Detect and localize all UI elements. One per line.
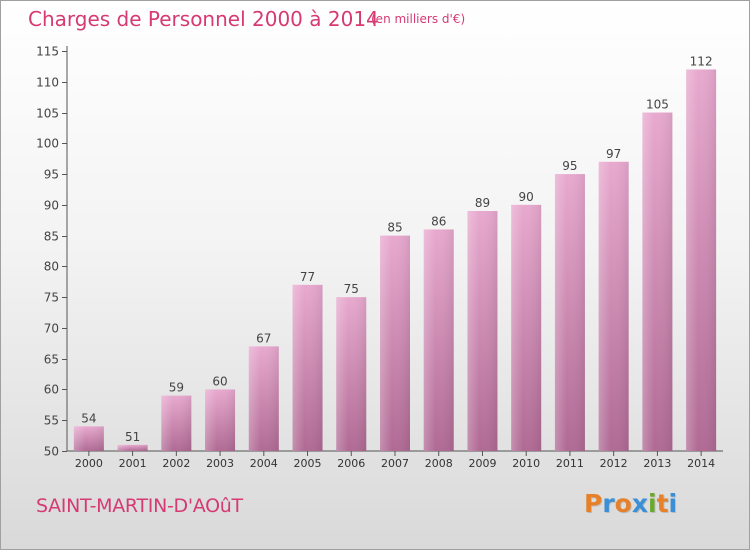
y-tick-label: 105 xyxy=(36,107,59,121)
data-label: 97 xyxy=(606,147,621,161)
bar-shade-2002 xyxy=(161,395,192,451)
x-tick-label: 2009 xyxy=(468,457,496,470)
data-label: 112 xyxy=(690,54,713,68)
bar-shade-2012 xyxy=(598,161,629,451)
bar-shade-2003 xyxy=(205,389,236,451)
data-label: 51 xyxy=(125,430,140,444)
x-tick-label: 2003 xyxy=(206,457,234,470)
bar-shade-2001 xyxy=(117,444,148,451)
y-tick-label: 65 xyxy=(44,353,59,367)
x-tick-label: 2014 xyxy=(687,457,715,470)
data-label: 95 xyxy=(562,159,577,173)
bar-shade-2006 xyxy=(336,297,367,451)
data-label: 89 xyxy=(475,196,490,210)
y-tick-label: 70 xyxy=(44,322,59,336)
data-label: 75 xyxy=(344,282,359,296)
y-tick-label: 80 xyxy=(44,260,59,274)
data-label: 77 xyxy=(300,270,315,284)
y-tick-label: 50 xyxy=(44,445,59,459)
chart-subtitle: (en milliers d'€) xyxy=(371,12,466,26)
data-label: 67 xyxy=(256,331,271,345)
y-tick-label: 95 xyxy=(44,168,59,182)
x-tick-label: 2004 xyxy=(250,457,278,470)
bar-shade-2013 xyxy=(642,112,673,452)
logo-letter: P xyxy=(584,489,603,518)
x-tick-label: 2002 xyxy=(162,457,190,470)
x-tick-label: 2011 xyxy=(556,457,584,470)
x-tick-label: 2000 xyxy=(75,457,103,470)
chart-title: Charges de Personnel 2000 à 2014 xyxy=(28,7,379,31)
bar-shade-2011 xyxy=(554,174,585,452)
data-labels: 54 51 59 60 67 77 75 85 86 89 90 95 97 105 112 xyxy=(81,54,712,443)
commune-name: SAINT-MARTIN-D'AOûT xyxy=(36,495,243,517)
data-label: 59 xyxy=(169,381,184,395)
y-tick-label: 110 xyxy=(36,76,59,90)
x-tick-label: 2007 xyxy=(381,457,409,470)
logo-letter: o xyxy=(614,489,632,518)
x-tick-label: 2012 xyxy=(600,457,628,470)
bars xyxy=(73,69,717,452)
axes: 50 55 60 65 70 75 80 85 90 95 100 105 110 115 2000 2001… xyxy=(36,45,723,470)
data-label: 86 xyxy=(431,214,446,228)
logo-letter: r xyxy=(602,489,615,518)
y-tick-label: 90 xyxy=(44,199,59,213)
y-tick-label: 75 xyxy=(44,291,59,305)
bar-shade-2004 xyxy=(248,346,279,451)
bar-shade-2010 xyxy=(511,204,542,451)
bar-shade-2008 xyxy=(423,229,454,451)
data-label: 54 xyxy=(81,411,96,425)
bar-shade-2000 xyxy=(73,426,104,451)
x-tick-label: 2001 xyxy=(119,457,147,470)
logo-letter: x xyxy=(631,489,648,518)
x-tick-label: 2013 xyxy=(643,457,671,470)
x-tick-label: 2005 xyxy=(294,457,322,470)
data-label: 105 xyxy=(646,98,669,112)
logo-letter: i xyxy=(648,489,657,518)
logo-letter: t xyxy=(656,489,669,518)
data-label: 85 xyxy=(387,221,402,235)
bar-shade-2014 xyxy=(686,69,717,451)
y-tick-label: 60 xyxy=(44,383,59,397)
data-label: 60 xyxy=(212,374,227,388)
y-tick-label: 100 xyxy=(36,137,59,151)
bar-shade-2009 xyxy=(467,211,498,451)
bar-shade-2007 xyxy=(380,235,410,451)
x-tick-label: 2008 xyxy=(425,457,453,470)
y-tick-label: 85 xyxy=(44,230,59,244)
proxiti-logo[interactable]: Proxiti xyxy=(584,489,677,518)
y-tick-label: 55 xyxy=(44,414,59,428)
data-label: 90 xyxy=(519,190,534,204)
x-tick-label: 2010 xyxy=(512,457,540,470)
bar-shade-2005 xyxy=(292,284,323,451)
x-tick-label: 2006 xyxy=(337,457,365,470)
logo-letter: i xyxy=(668,489,678,518)
y-tick-label: 115 xyxy=(36,45,59,59)
